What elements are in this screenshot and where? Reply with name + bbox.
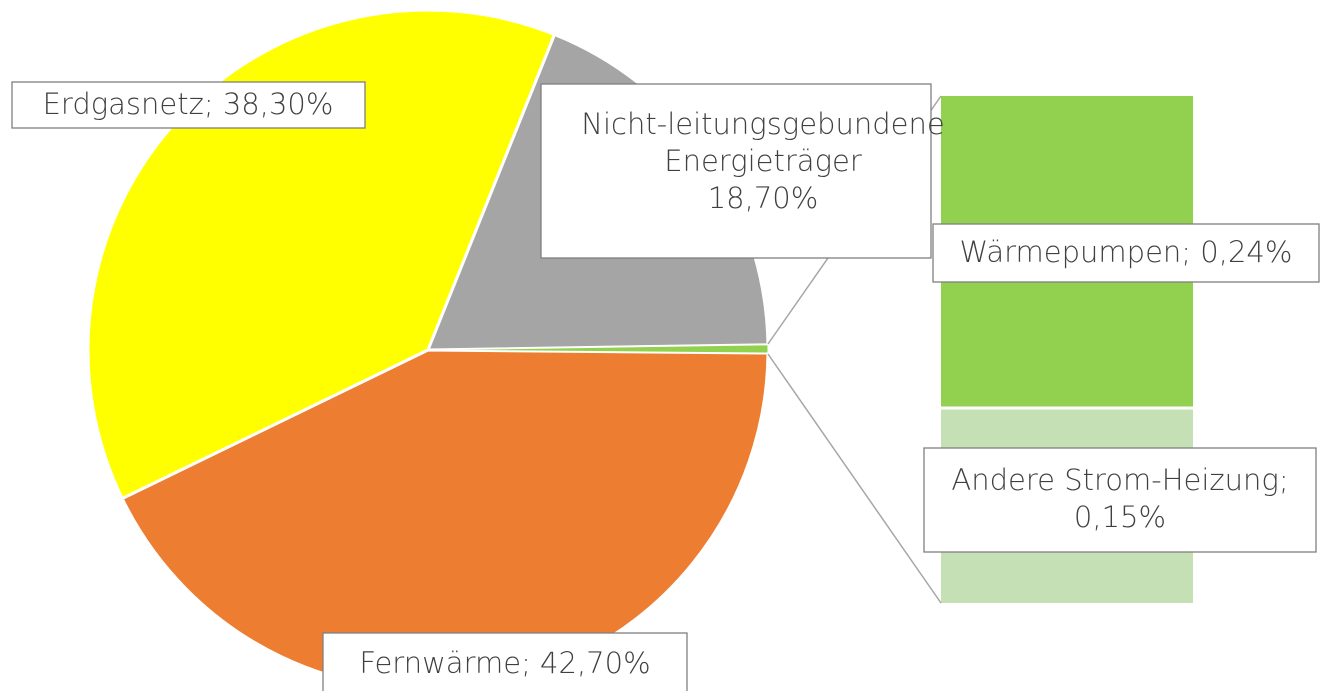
label-line: 0,15% bbox=[1074, 500, 1166, 534]
label-box bbox=[11, 81, 366, 129]
data-label: Wärmepumpen; 0,24% bbox=[960, 235, 1293, 269]
label-line: 18,70% bbox=[708, 181, 819, 215]
label-box bbox=[322, 632, 688, 691]
label-box bbox=[932, 223, 1320, 283]
label-line: Nicht-leitungsgebundene bbox=[581, 107, 944, 141]
data-label: Fernwärme; 42,70% bbox=[359, 646, 650, 680]
label-line: Erdgasnetz; 38,30% bbox=[43, 87, 334, 121]
labels: Fernwärme; 42,70% Erdgasnetz; 38,30% Nicht… bbox=[11, 81, 1320, 691]
connector bbox=[767, 353, 942, 604]
label-line: Energieträger bbox=[664, 144, 862, 178]
label-line: Andere Strom-Heizung; bbox=[951, 463, 1288, 497]
label-box bbox=[923, 447, 1317, 553]
data-label: Andere Strom-Heizung; 0,15% bbox=[951, 463, 1288, 534]
label-box bbox=[540, 83, 932, 259]
data-label: Erdgasnetz; 38,30% bbox=[43, 87, 334, 121]
label-line: Fernwärme; 42,70% bbox=[359, 646, 650, 680]
data-label: Nicht-leitungsgebundene Energieträger 18,7… bbox=[581, 107, 944, 215]
pie-slice-other bbox=[427, 344, 769, 354]
label-line: Wärmepumpen; 0,24% bbox=[960, 235, 1293, 269]
